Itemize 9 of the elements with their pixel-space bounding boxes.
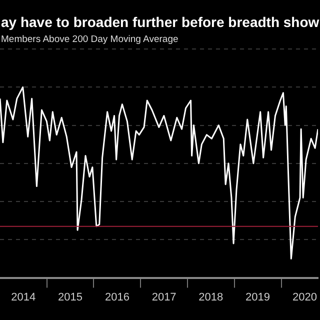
x-tick-label: 2019 xyxy=(246,291,270,304)
x-tick-label: 2015 xyxy=(58,291,82,304)
x-tick-label: 2018 xyxy=(198,291,224,304)
chart-title: ay have to broaden further before breadth show xyxy=(0,14,320,30)
x-tick-label: 2017 xyxy=(152,291,176,304)
x-tick-label: 2014 xyxy=(11,291,36,304)
chart-subtitle: Members Above 200 Day Moving Average xyxy=(0,34,180,45)
x-tick-label: 2020 xyxy=(292,291,318,304)
x-tick-label: 2016 xyxy=(104,291,130,304)
